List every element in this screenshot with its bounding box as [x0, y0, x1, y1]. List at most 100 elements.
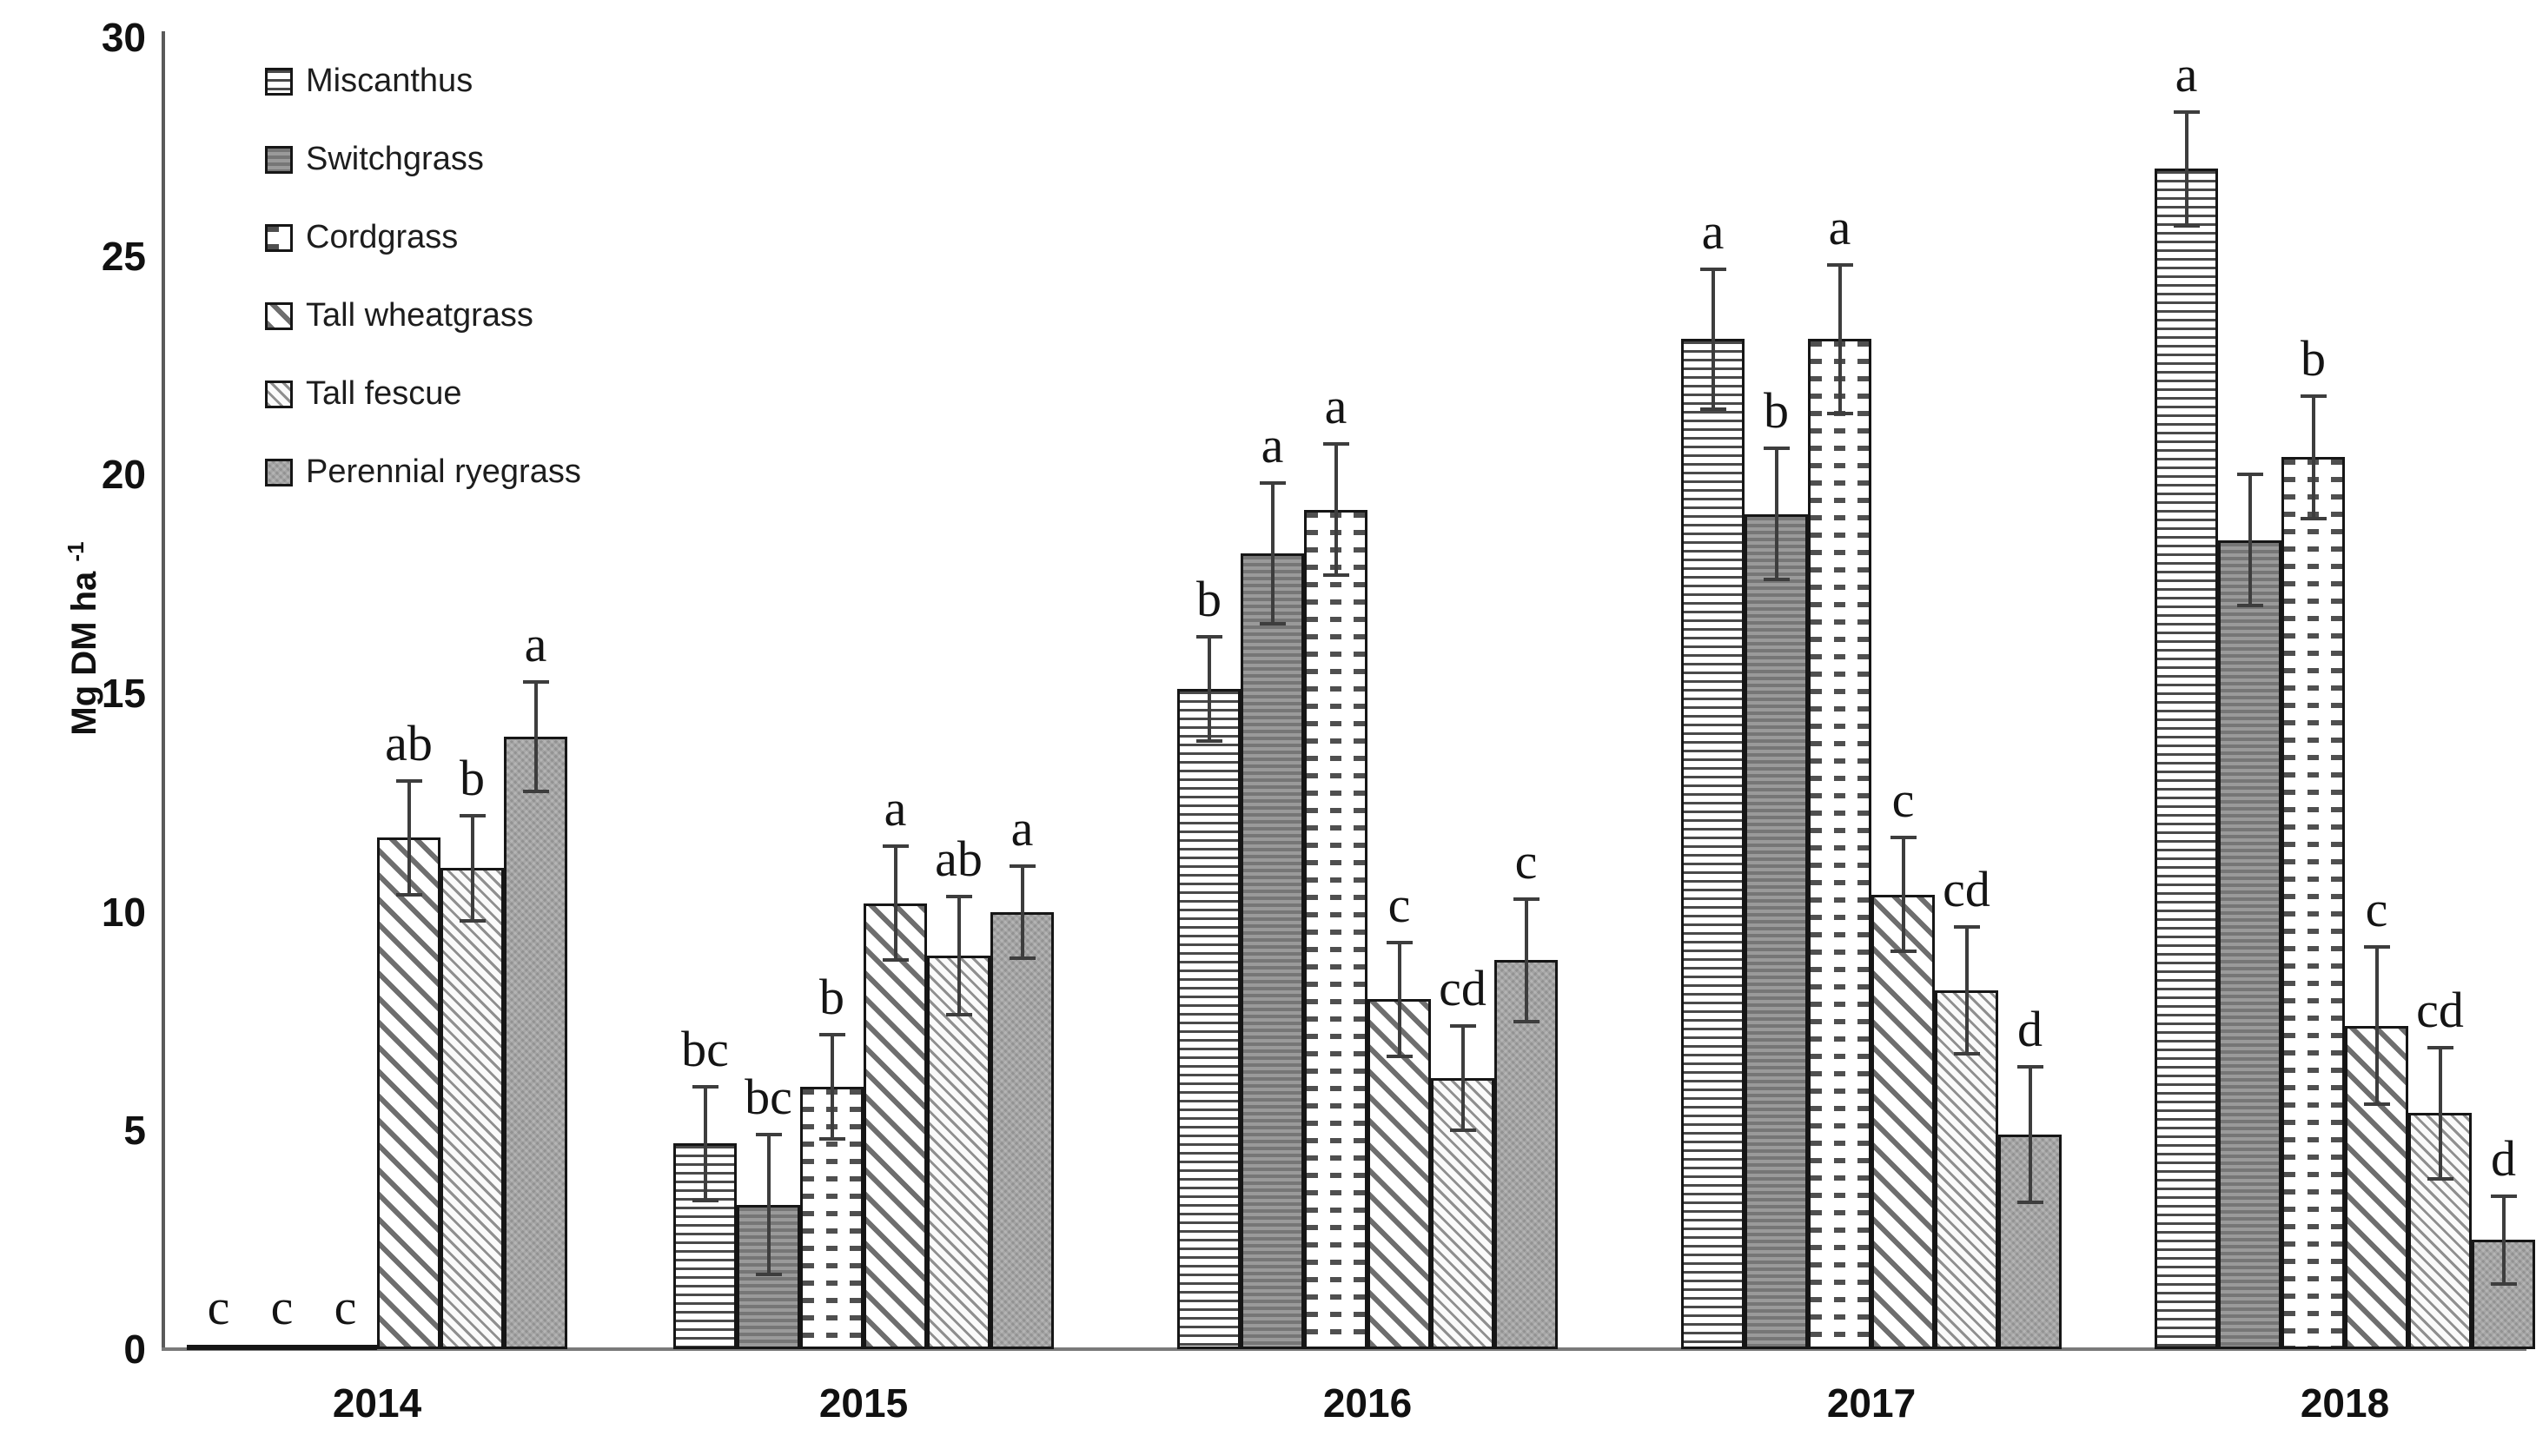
- x-tick-label-2018: 2018: [2300, 1380, 2390, 1426]
- error-bar-bottom-cap: [882, 958, 909, 963]
- significance-letter: c: [1387, 876, 1411, 933]
- error-bar-top-cap: [2016, 1065, 2043, 1069]
- significance-letter: a: [1010, 799, 1034, 857]
- significance-letter: d: [2017, 1001, 2043, 1058]
- error-bar-bottom-cap: [1195, 739, 1222, 744]
- bar-perennial-ryegrass-2014: [504, 737, 567, 1349]
- error-bar: [1207, 636, 1211, 742]
- bar-miscanthus-2016: [1177, 689, 1241, 1349]
- significance-letter: bc: [745, 1069, 792, 1126]
- error-bar: [1020, 865, 1024, 958]
- error-bar-bottom-cap: [1826, 411, 1853, 415]
- error-bar: [957, 897, 961, 1015]
- error-bar-top-cap: [2363, 944, 2390, 949]
- error-bar-bottom-cap: [1009, 956, 1036, 960]
- significance-letter: bc: [681, 1021, 729, 1078]
- error-bar: [2374, 946, 2379, 1105]
- significance-letter: a: [1261, 417, 1284, 474]
- error-bar-top-cap: [818, 1032, 845, 1036]
- error-bar-top-cap: [1195, 634, 1222, 639]
- error-bar-bottom-cap: [2173, 223, 2200, 228]
- significance-letter: a: [884, 780, 907, 837]
- error-bar: [1460, 1025, 1465, 1131]
- bar-switchgrass-2014: [250, 1344, 314, 1350]
- error-bar-top-cap: [1699, 267, 1726, 271]
- x-axis-line: [162, 1347, 2526, 1351]
- error-bar-top-cap: [1513, 897, 1539, 901]
- significance-letter: cd: [2416, 981, 2464, 1038]
- error-bar-top-cap: [2173, 109, 2200, 114]
- significance-letter: a: [2175, 45, 2198, 103]
- significance-letter: c: [1891, 771, 1915, 829]
- bar-tall-wheatgrass-2017: [1871, 894, 1935, 1349]
- error-bar: [2501, 1195, 2506, 1284]
- miscanthus-swatch-icon: [265, 67, 293, 96]
- cordgrass-swatch-icon: [265, 223, 293, 252]
- tall-fescue-swatch-icon: [265, 380, 293, 408]
- error-bar-top-cap: [459, 813, 486, 817]
- error-bar-top-cap: [1826, 262, 1853, 267]
- y-tick-label-20: 20: [101, 452, 146, 498]
- legend-label: Tall fescue: [306, 375, 462, 412]
- error-bar-top-cap: [395, 778, 422, 783]
- error-bar: [2184, 111, 2188, 226]
- bar-cordgrass-2017: [1808, 339, 1871, 1349]
- bar-miscanthus-2017: [1681, 339, 1745, 1349]
- error-bar-bottom-cap: [2300, 516, 2327, 520]
- error-bar-bottom-cap: [1322, 573, 1349, 578]
- legend-item-switchgrass: Switchgrass: [265, 141, 484, 178]
- y-tick-label-15: 15: [101, 671, 146, 717]
- y-tick-label-10: 10: [101, 889, 146, 935]
- legend-label: Tall wheatgrass: [306, 297, 533, 334]
- y-tick-label-30: 30: [101, 15, 146, 61]
- bar-cordgrass-2014: [314, 1344, 377, 1350]
- error-bar-top-cap: [1953, 925, 1980, 930]
- error-bar-top-cap: [1449, 1023, 1476, 1028]
- error-bar-top-cap: [755, 1133, 782, 1137]
- error-bar: [2028, 1067, 2032, 1203]
- error-bar: [1964, 927, 1969, 1055]
- error-bar: [1397, 942, 1401, 1056]
- y-axis-line: [162, 31, 165, 1351]
- error-bar-bottom-cap: [945, 1012, 972, 1016]
- error-bar: [1901, 837, 1905, 951]
- y-axis-title-superscript: -1: [62, 541, 89, 562]
- x-tick-label-2014: 2014: [332, 1380, 422, 1426]
- error-bar: [830, 1034, 834, 1140]
- legend-label: Switchgrass: [306, 141, 484, 177]
- error-bar-bottom-cap: [1763, 578, 1790, 582]
- significance-letter: a: [1828, 198, 1851, 255]
- legend-label: Miscanthus: [306, 63, 473, 99]
- error-bar-top-cap: [882, 844, 909, 849]
- significance-letter: c: [207, 1278, 230, 1335]
- error-bar-top-cap: [1259, 481, 1286, 486]
- error-bar-bottom-cap: [818, 1137, 845, 1142]
- error-bar: [407, 780, 411, 895]
- legend-label: Cordgrass: [306, 219, 459, 255]
- significance-letter: ab: [935, 831, 983, 888]
- error-bar-bottom-cap: [1953, 1052, 1980, 1056]
- error-bar-top-cap: [692, 1085, 718, 1089]
- error-bar-bottom-cap: [692, 1198, 718, 1202]
- bar-perennial-ryegrass-2016: [1494, 960, 1558, 1349]
- significance-letter: b: [819, 968, 844, 1025]
- significance-letter: b: [1196, 570, 1222, 627]
- error-bar-top-cap: [1386, 940, 1413, 944]
- error-bar: [2248, 474, 2252, 606]
- x-tick-label-2017: 2017: [1826, 1380, 1917, 1426]
- significance-letter: c: [1514, 832, 1538, 890]
- error-bar: [2311, 395, 2315, 519]
- legend-item-miscanthus: Miscanthus: [265, 63, 473, 100]
- significance-letter: b: [1764, 382, 1789, 440]
- error-bar-bottom-cap: [1449, 1128, 1476, 1133]
- error-bar-bottom-cap: [395, 892, 422, 897]
- significance-letter: a: [1701, 202, 1725, 260]
- significance-letter: b: [2301, 329, 2326, 387]
- bar-cordgrass-2015: [800, 1087, 864, 1349]
- bar-tall-fescue-2014: [440, 868, 504, 1349]
- error-bar-bottom-cap: [2236, 604, 2263, 608]
- error-bar-bottom-cap: [1386, 1054, 1413, 1058]
- legend-label: Perennial ryegrass: [306, 453, 581, 490]
- error-bar: [1334, 444, 1338, 576]
- error-bar-bottom-cap: [2016, 1201, 2043, 1205]
